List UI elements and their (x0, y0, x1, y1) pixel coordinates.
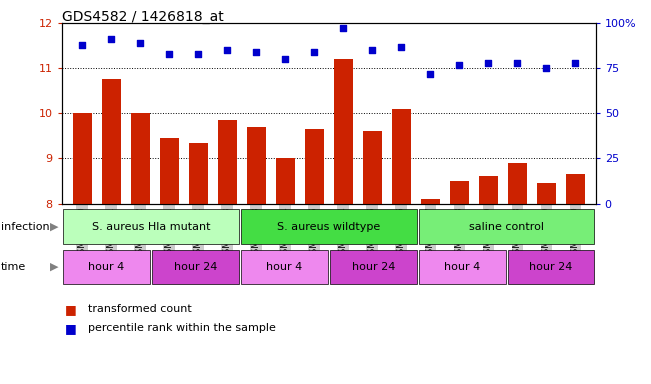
Bar (305, 129, 324, 204)
Bar (247, 127, 266, 204)
Point (425, 71, 436, 77)
Bar (537, 183, 556, 204)
Text: ▶: ▶ (49, 222, 59, 232)
Bar (131, 113, 150, 204)
Bar (218, 120, 237, 204)
Bar (63, 250, 150, 284)
Text: S. aureus wildtype: S. aureus wildtype (277, 222, 380, 232)
Bar (363, 131, 381, 204)
Bar (334, 59, 353, 204)
Text: ■: ■ (65, 322, 77, 335)
Bar (419, 250, 506, 284)
Bar (566, 174, 585, 204)
Text: hour 4: hour 4 (88, 262, 124, 272)
Bar (189, 142, 208, 204)
Point (77, 41, 87, 48)
Bar (419, 209, 594, 244)
Point (338, 25, 348, 31)
Bar (102, 79, 120, 204)
Point (135, 40, 145, 46)
Text: saline control: saline control (469, 222, 544, 232)
Point (280, 56, 290, 62)
Point (541, 65, 551, 71)
Point (251, 49, 262, 55)
Text: hour 24: hour 24 (529, 262, 573, 272)
Point (106, 36, 117, 42)
Bar (276, 159, 295, 204)
Point (483, 60, 493, 66)
Bar (479, 177, 498, 204)
Text: S. aureus Hla mutant: S. aureus Hla mutant (92, 222, 210, 232)
Point (454, 61, 465, 68)
Text: hour 24: hour 24 (174, 262, 217, 272)
Point (164, 51, 174, 57)
Point (222, 47, 232, 53)
Text: hour 4: hour 4 (444, 262, 480, 272)
Point (512, 60, 523, 66)
Text: GDS4582 / 1426818_at: GDS4582 / 1426818_at (62, 10, 223, 23)
Text: ▶: ▶ (49, 262, 59, 272)
Bar (450, 181, 469, 204)
Point (367, 47, 378, 53)
Text: ■: ■ (65, 303, 77, 316)
Bar (241, 250, 327, 284)
Bar (152, 250, 239, 284)
Text: transformed count: transformed count (88, 304, 191, 314)
Bar (508, 250, 594, 284)
Text: hour 4: hour 4 (266, 262, 303, 272)
Point (396, 43, 406, 50)
Bar (508, 163, 527, 204)
Bar (392, 109, 411, 204)
Text: hour 24: hour 24 (352, 262, 395, 272)
Text: percentile rank within the sample: percentile rank within the sample (88, 323, 276, 333)
Point (193, 51, 203, 57)
Text: time: time (1, 262, 26, 272)
Bar (330, 250, 417, 284)
Bar (421, 199, 439, 204)
Bar (63, 209, 239, 244)
Point (570, 60, 581, 66)
Point (309, 49, 320, 55)
Bar (159, 138, 178, 204)
Bar (241, 209, 417, 244)
Text: infection: infection (1, 222, 49, 232)
Bar (73, 113, 92, 204)
